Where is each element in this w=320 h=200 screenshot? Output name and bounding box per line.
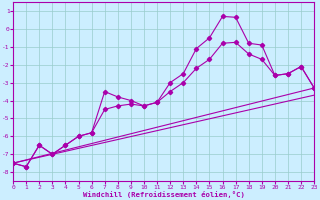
X-axis label: Windchill (Refroidissement éolien,°C): Windchill (Refroidissement éolien,°C) bbox=[83, 191, 244, 198]
